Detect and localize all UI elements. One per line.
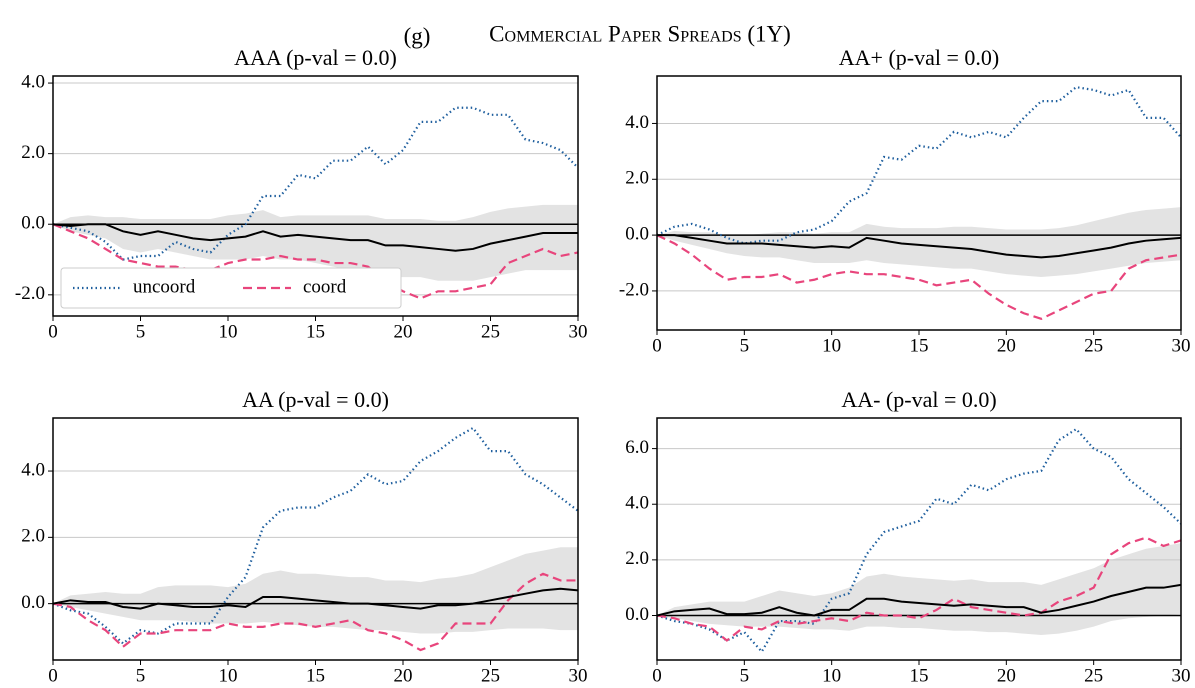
confidence-band (657, 207, 1181, 277)
y-tick-label: 0.0 (625, 223, 649, 244)
series-line (657, 583, 1181, 617)
x-tick-label: 5 (740, 335, 750, 356)
y-tick-label: -2.0 (619, 279, 649, 300)
series-line (657, 536, 1181, 642)
x-tick-label: 0 (652, 335, 662, 356)
legend-label: uncoord (133, 276, 196, 297)
x-tick-label: 20 (394, 665, 413, 686)
x-tick-label: 25 (481, 321, 500, 342)
figure-label: (g) (404, 23, 431, 48)
axes-frame (656, 417, 1182, 661)
y-tick-label: 4.0 (21, 459, 45, 480)
plot-area (657, 427, 1181, 654)
confidence-band (53, 547, 578, 634)
plot-area (53, 82, 578, 300)
plot-area (657, 86, 1181, 321)
series-line (53, 587, 578, 610)
y-tick-label: 0.0 (21, 592, 45, 613)
x-tick-label: 20 (997, 335, 1016, 356)
series-line (657, 427, 1181, 654)
confidence-band (657, 543, 1181, 635)
x-tick-label: 5 (136, 665, 146, 686)
series-line (657, 234, 1181, 259)
x-tick-label: 15 (306, 665, 325, 686)
x-tick-label: 20 (997, 665, 1016, 686)
subplot-title: AA+ (p-val = 0.0) (839, 45, 999, 70)
series-line (53, 426, 578, 645)
y-tick-label: 0.0 (21, 213, 45, 234)
legend-box (60, 267, 402, 309)
subplot-title: AA (p-val = 0.0) (242, 387, 389, 412)
x-tick-label: 30 (1172, 665, 1191, 686)
x-tick-label: 0 (48, 321, 58, 342)
axes-frame (656, 75, 1182, 331)
x-tick-label: 15 (910, 665, 929, 686)
axes-frame (52, 75, 579, 317)
y-tick-label: 2.0 (625, 548, 649, 569)
x-tick-label: 10 (219, 321, 238, 342)
x-tick-label: 10 (219, 665, 238, 686)
legend-label: coord (303, 276, 347, 297)
x-tick-label: 10 (822, 665, 841, 686)
y-tick-label: 2.0 (625, 168, 649, 189)
x-tick-label: 25 (481, 665, 500, 686)
x-tick-label: 5 (136, 321, 146, 342)
y-tick-label: 6.0 (625, 437, 649, 458)
series-line (53, 223, 578, 300)
series-line (657, 86, 1181, 245)
y-tick-label: 4.0 (21, 71, 45, 92)
y-tick-label: 4.0 (625, 112, 649, 133)
series-line (53, 223, 578, 252)
y-tick-label: 0.0 (625, 604, 649, 625)
x-tick-label: 20 (394, 321, 413, 342)
series-line (657, 234, 1181, 321)
y-tick-label: 4.0 (625, 493, 649, 514)
subplot-title: AAA (p-val = 0.0) (234, 45, 397, 70)
figure-title: Commercial Paper Spreads (1Y) (489, 21, 791, 46)
y-tick-label: -2.0 (15, 283, 45, 304)
x-tick-label: 15 (306, 321, 325, 342)
x-tick-label: 10 (822, 335, 841, 356)
x-tick-label: 0 (48, 665, 58, 686)
y-tick-label: 2.0 (21, 142, 45, 163)
subplot-title: AA- (p-val = 0.0) (841, 387, 996, 412)
x-tick-label: 30 (569, 665, 588, 686)
x-tick-label: 15 (910, 335, 929, 356)
y-tick-label: 2.0 (21, 526, 45, 547)
plot-area (53, 426, 578, 652)
series-line (53, 572, 578, 652)
x-tick-label: 25 (1084, 665, 1103, 686)
axes-frame (52, 417, 579, 661)
x-tick-label: 30 (1172, 335, 1191, 356)
x-tick-label: 25 (1084, 335, 1103, 356)
x-tick-label: 30 (569, 321, 588, 342)
x-tick-label: 0 (652, 665, 662, 686)
x-tick-label: 5 (740, 665, 750, 686)
